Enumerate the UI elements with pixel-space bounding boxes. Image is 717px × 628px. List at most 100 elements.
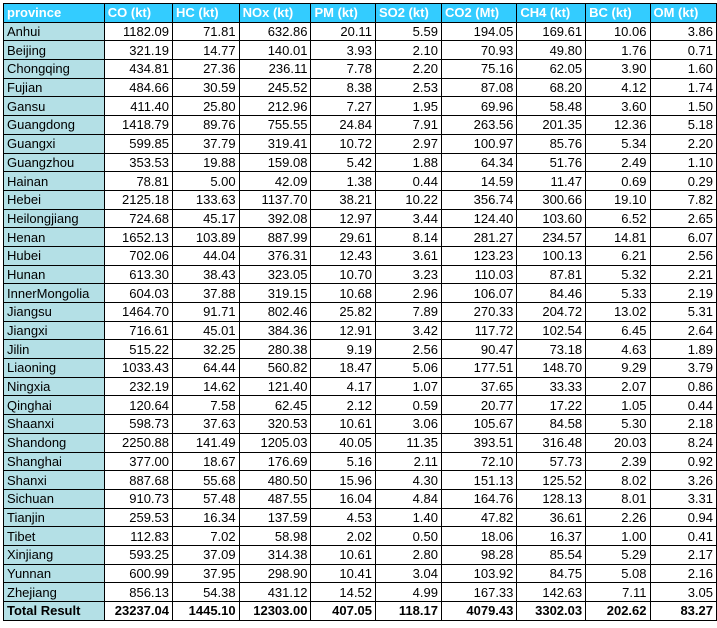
value-cell[interactable]: 73.18 [516,339,587,360]
value-cell[interactable]: 9.19 [310,339,376,360]
value-cell[interactable]: 259.53 [103,507,174,528]
value-cell[interactable]: 1.88 [374,152,442,173]
value-cell[interactable]: 716.61 [103,320,174,341]
value-cell[interactable]: 37.63 [172,414,240,434]
value-cell[interactable]: 16.34 [172,507,240,528]
value-cell[interactable]: 600.99 [103,563,174,584]
value-cell[interactable]: 2.11 [374,451,442,472]
value-cell[interactable]: 392.08 [238,208,312,229]
value-cell[interactable]: 5.30 [585,414,651,434]
value-cell[interactable]: 431.12 [238,582,312,602]
value-cell[interactable]: 0.50 [374,526,442,546]
province-cell[interactable]: Fujian [3,77,105,98]
column-header-province[interactable]: province [3,3,105,23]
value-cell[interactable]: 57.73 [516,451,587,472]
value-cell[interactable]: 69.96 [440,96,518,117]
value-cell[interactable]: 1033.43 [103,358,174,378]
value-cell[interactable]: 64.34 [440,152,518,173]
value-cell[interactable]: 7.91 [374,115,442,135]
province-cell[interactable]: InnerMongolia [3,283,105,303]
value-cell[interactable]: 6.45 [585,320,651,341]
value-cell[interactable]: 270.33 [440,302,518,322]
value-cell[interactable]: 85.76 [516,133,587,154]
value-cell[interactable]: 103.92 [440,563,518,584]
value-cell[interactable]: 87.81 [516,264,587,285]
value-cell[interactable]: 12.97 [310,208,376,229]
value-cell[interactable]: 1418.79 [103,115,174,135]
province-cell[interactable]: Hainan [3,171,105,191]
value-cell[interactable]: 4.30 [374,470,442,490]
value-cell[interactable]: 356.74 [440,189,518,210]
province-cell[interactable]: Jiangsu [3,302,105,322]
province-cell[interactable]: Henan [3,227,105,247]
value-cell[interactable]: 560.82 [238,358,312,378]
value-cell[interactable]: 117.72 [440,320,518,341]
value-cell[interactable]: 87.08 [440,77,518,98]
value-cell[interactable]: 2.56 [374,339,442,360]
value-cell[interactable]: 98.28 [440,544,518,565]
value-cell[interactable]: 353.53 [103,152,174,173]
value-cell[interactable]: 232.19 [103,376,174,397]
value-cell[interactable]: 84.46 [516,283,587,303]
value-cell[interactable]: 84.58 [516,414,587,434]
value-cell[interactable]: 45.17 [172,208,240,229]
value-cell[interactable]: 3.26 [649,470,717,490]
value-cell[interactable]: 702.06 [103,245,174,266]
value-cell[interactable]: 78.81 [103,171,174,191]
total-value-cell[interactable]: 12303.00 [238,601,312,621]
value-cell[interactable]: 100.13 [516,245,587,266]
value-cell[interactable]: 29.61 [310,227,376,247]
value-cell[interactable]: 2.16 [649,563,717,584]
value-cell[interactable]: 2.21 [649,264,717,285]
value-cell[interactable]: 159.08 [238,152,312,173]
value-cell[interactable]: 177.51 [440,358,518,378]
value-cell[interactable]: 604.03 [103,283,174,303]
value-cell[interactable]: 1.07 [374,376,442,397]
value-cell[interactable]: 75.16 [440,59,518,79]
value-cell[interactable]: 314.38 [238,544,312,565]
value-cell[interactable]: 1.60 [649,59,717,79]
province-cell[interactable]: Jiangxi [3,320,105,341]
value-cell[interactable]: 5.42 [310,152,376,173]
value-cell[interactable]: 123.23 [440,245,518,266]
value-cell[interactable]: 1.00 [585,526,651,546]
value-cell[interactable]: 102.54 [516,320,587,341]
value-cell[interactable]: 2.18 [649,414,717,434]
value-cell[interactable]: 4.63 [585,339,651,360]
value-cell[interactable]: 164.76 [440,488,518,509]
value-cell[interactable]: 1182.09 [103,21,174,42]
province-cell[interactable]: Zhejiang [3,582,105,602]
value-cell[interactable]: 3.90 [585,59,651,79]
value-cell[interactable]: 887.68 [103,470,174,490]
value-cell[interactable]: 298.90 [238,563,312,584]
value-cell[interactable]: 40.05 [310,432,376,453]
value-cell[interactable]: 10.72 [310,133,376,154]
value-cell[interactable]: 376.31 [238,245,312,266]
total-value-cell[interactable]: 23237.04 [103,601,174,621]
value-cell[interactable]: 1464.70 [103,302,174,322]
value-cell[interactable]: 2.56 [649,245,717,266]
province-cell[interactable]: Yunnan [3,563,105,584]
total-value-cell[interactable]: 83.27 [649,601,717,621]
value-cell[interactable]: 2.10 [374,40,442,61]
value-cell[interactable]: 4.17 [310,376,376,397]
value-cell[interactable]: 3.23 [374,264,442,285]
value-cell[interactable]: 3.06 [374,414,442,434]
value-cell[interactable]: 84.75 [516,563,587,584]
value-cell[interactable]: 1.40 [374,507,442,528]
total-value-cell[interactable]: 1445.10 [172,601,240,621]
value-cell[interactable]: 62.45 [238,395,312,416]
value-cell[interactable]: 25.80 [172,96,240,117]
value-cell[interactable]: 124.40 [440,208,518,229]
province-cell[interactable]: Anhui [3,21,105,42]
value-cell[interactable]: 105.67 [440,414,518,434]
value-cell[interactable]: 910.73 [103,488,174,509]
value-cell[interactable]: 5.31 [649,302,717,322]
value-cell[interactable]: 10.41 [310,563,376,584]
value-cell[interactable]: 487.55 [238,488,312,509]
value-cell[interactable]: 14.59 [440,171,518,191]
value-cell[interactable]: 1137.70 [238,189,312,210]
province-cell[interactable]: Heilongjiang [3,208,105,229]
value-cell[interactable]: 2.64 [649,320,717,341]
value-cell[interactable]: 38.21 [310,189,376,210]
